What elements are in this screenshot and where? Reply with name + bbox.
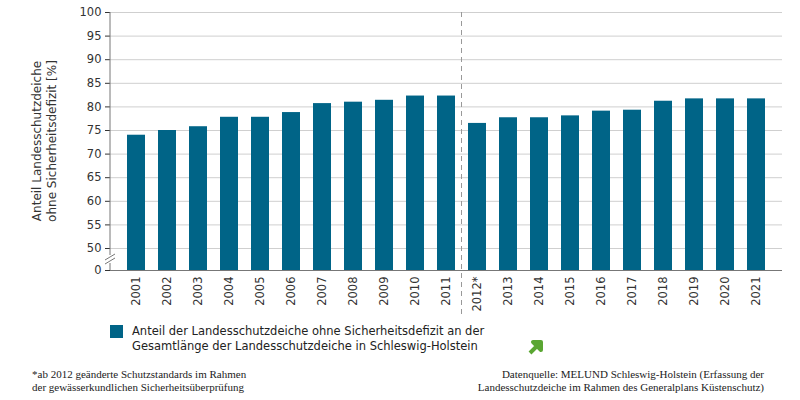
svg-text:2021: 2021 <box>749 277 763 306</box>
svg-text:2002: 2002 <box>160 277 174 306</box>
svg-text:2007: 2007 <box>315 277 329 306</box>
svg-text:2017: 2017 <box>625 277 639 306</box>
svg-text:50: 50 <box>87 241 102 255</box>
svg-text:2005: 2005 <box>253 277 267 306</box>
svg-text:2010: 2010 <box>408 277 422 306</box>
svg-text:75: 75 <box>87 123 102 137</box>
svg-text:2013: 2013 <box>501 277 515 306</box>
svg-text:2001: 2001 <box>129 277 143 306</box>
svg-text:2018: 2018 <box>656 277 670 306</box>
svg-text:95: 95 <box>87 29 102 43</box>
svg-text:2004: 2004 <box>222 277 236 306</box>
svg-text:2016: 2016 <box>594 277 608 306</box>
html-text:Anteil der Landesschutzdeiche: Anteil der Landesschutzdeiche ohne Siche… <box>132 324 485 353</box>
svg-text:2019: 2019 <box>687 277 701 306</box>
svg-text:Anteil Landesschutzdeicheohne: Anteil Landesschutzdeicheohne Sicherheit… <box>30 60 59 222</box>
svg-text:80: 80 <box>87 100 102 114</box>
svg-text:2009: 2009 <box>377 277 391 306</box>
svg-text:2011: 2011 <box>439 277 453 306</box>
svg-text:2014: 2014 <box>532 277 546 306</box>
svg-text:2003: 2003 <box>191 277 205 306</box>
svg-text:2012*: 2012* <box>470 276 484 311</box>
svg-text:100: 100 <box>80 5 102 19</box>
html-text:*ab 2012 geänderte Schutzstand: *ab 2012 geänderte Schutzstandards im Ra… <box>32 368 247 393</box>
svg-text:2006: 2006 <box>284 277 298 306</box>
html-text:Datenquelle: MELUND Schleswig-: Datenquelle: MELUND Schleswig-Holstein (… <box>477 368 764 393</box>
svg-text:70: 70 <box>87 147 102 161</box>
svg-text:90: 90 <box>87 52 102 66</box>
svg-text:55: 55 <box>87 218 102 232</box>
svg-text:65: 65 <box>87 170 102 184</box>
svg-text:85: 85 <box>87 76 102 90</box>
svg-text:2008: 2008 <box>346 277 360 306</box>
svg-text:60: 60 <box>87 194 102 208</box>
svg-text:2020: 2020 <box>718 277 732 306</box>
svg-text:0: 0 <box>94 263 101 277</box>
svg-text:2015: 2015 <box>563 277 577 306</box>
